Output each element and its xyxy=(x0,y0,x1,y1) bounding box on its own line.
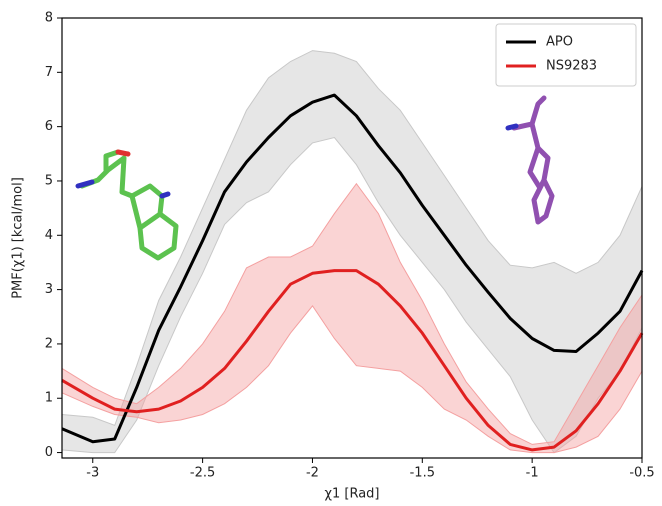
chart: χ1 [Rad] PMF(χ1) [kcal/mol] 0 1 2 3 4 5 6 7 8 -3 -… xyxy=(0,0,662,506)
y-tick-label: 8 xyxy=(45,11,53,26)
legend-label: APO xyxy=(546,35,573,50)
legend-label: NS9283 xyxy=(546,59,597,74)
y-tick-label: 2 xyxy=(45,336,53,351)
y-tick-label: 6 xyxy=(45,119,53,134)
y-tick-label: 7 xyxy=(45,65,53,80)
y-tick-label: 3 xyxy=(45,282,53,297)
x-tick-label: -1.5 xyxy=(410,466,435,481)
y-tick-label: 0 xyxy=(45,445,53,460)
x-tick-label: -2 xyxy=(306,466,319,481)
x-tick-label: -3 xyxy=(86,466,99,481)
x-axis-label: χ1 [Rad] xyxy=(324,487,379,502)
x-tick-label: -2.5 xyxy=(190,466,215,481)
molecule-purple xyxy=(508,98,552,222)
legend-box xyxy=(496,24,636,86)
y-tick-label: 1 xyxy=(45,391,53,406)
y-tick-label: 4 xyxy=(45,228,53,243)
molecule-green xyxy=(78,152,176,258)
x-tick-label: -0.5 xyxy=(629,466,654,481)
y-axis-label: PMF(χ1) [kcal/mol] xyxy=(11,177,26,299)
x-tick-label: -1 xyxy=(526,466,539,481)
y-tick-label: 5 xyxy=(45,173,53,188)
